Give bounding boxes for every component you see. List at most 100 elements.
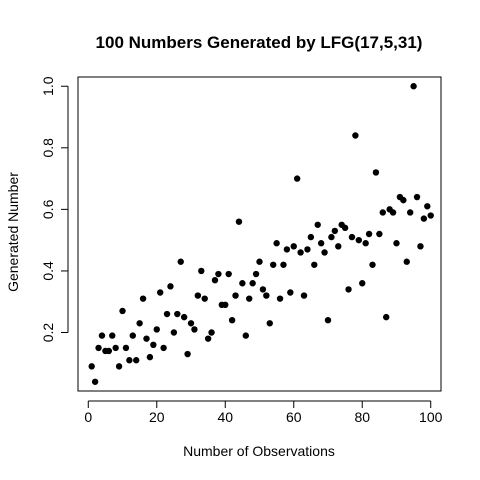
data-point <box>393 240 400 247</box>
data-point <box>280 261 287 268</box>
data-point <box>232 292 239 299</box>
y-tick-label: 0.4 <box>40 261 56 281</box>
data-point <box>160 344 167 352</box>
data-point <box>314 221 321 228</box>
data-point <box>290 243 297 250</box>
y-tick-label: 1.0 <box>40 76 56 96</box>
data-point <box>215 270 222 278</box>
data-point <box>348 233 356 241</box>
data-point <box>269 261 277 268</box>
data-point <box>249 280 256 287</box>
x-tick-label: 20 <box>149 409 165 425</box>
data-point <box>150 341 157 349</box>
data-point <box>410 83 417 90</box>
data-point <box>341 224 349 232</box>
data-point <box>163 310 171 318</box>
data-point <box>345 286 352 293</box>
data-point <box>136 320 143 327</box>
data-point <box>376 230 383 238</box>
data-point <box>317 240 325 247</box>
data-point <box>372 169 380 176</box>
data-point <box>235 218 243 225</box>
y-axis: 0.2 0.4 0.6 0.8 1.0 <box>40 76 69 343</box>
y-tick-label: 0.2 <box>40 323 56 343</box>
data-points <box>88 83 434 385</box>
data-point <box>328 233 335 241</box>
data-point <box>427 212 434 219</box>
x-tick-label: 60 <box>286 409 302 425</box>
data-point <box>413 193 421 201</box>
data-point <box>98 332 106 339</box>
data-point <box>307 233 315 241</box>
data-point <box>256 258 263 265</box>
data-point <box>246 295 253 302</box>
data-point <box>105 347 113 355</box>
data-point <box>355 236 363 244</box>
data-point <box>139 295 147 302</box>
data-point <box>119 307 126 315</box>
data-point <box>335 243 342 250</box>
y-tick-label: 0.6 <box>40 199 56 219</box>
data-point <box>287 289 294 296</box>
data-point <box>228 316 236 324</box>
data-point <box>369 261 376 268</box>
data-point <box>324 316 332 324</box>
data-point <box>276 295 284 302</box>
data-point <box>424 203 431 210</box>
data-point <box>129 332 136 339</box>
data-point <box>225 270 232 278</box>
data-point <box>126 357 133 364</box>
data-point <box>133 357 140 364</box>
data-point <box>359 280 366 287</box>
data-point <box>259 286 267 293</box>
plot-area-frame <box>77 76 442 392</box>
data-point <box>191 326 198 333</box>
data-point <box>167 283 174 290</box>
data-point <box>88 363 95 370</box>
data-point <box>420 215 428 222</box>
data-point <box>112 344 119 352</box>
data-point <box>297 249 304 256</box>
x-axis: 0 20 40 60 80 100 <box>84 400 443 425</box>
data-point <box>156 289 164 296</box>
data-point <box>222 301 229 309</box>
data-point <box>143 335 150 342</box>
data-point <box>417 243 424 250</box>
data-point <box>194 292 202 299</box>
data-point <box>201 295 208 302</box>
data-point <box>365 230 373 238</box>
data-point <box>109 332 116 339</box>
data-point <box>389 209 397 216</box>
data-point <box>311 261 318 268</box>
data-point <box>170 329 178 336</box>
data-point <box>362 240 369 247</box>
data-point <box>242 332 250 339</box>
data-point <box>293 175 301 182</box>
data-point <box>273 240 280 247</box>
data-point <box>239 280 246 287</box>
chart-title: 100 Numbers Generated by LFG(17,5,31) <box>96 33 423 52</box>
data-point <box>115 363 123 370</box>
x-tick-label: 40 <box>217 409 233 425</box>
data-point <box>91 378 99 385</box>
y-tick-label: 0.8 <box>40 138 56 158</box>
data-point <box>304 246 311 253</box>
data-point <box>403 258 410 265</box>
data-point <box>177 258 184 265</box>
x-tick-label: 100 <box>419 409 443 425</box>
data-point <box>95 344 102 352</box>
data-point <box>252 270 260 278</box>
data-point <box>321 249 328 256</box>
data-point <box>300 292 308 299</box>
data-point <box>266 320 273 327</box>
data-point <box>204 335 212 342</box>
data-point <box>383 313 390 321</box>
x-axis-label: Number of Observations <box>183 443 335 459</box>
data-point <box>146 353 154 361</box>
data-point <box>187 320 195 327</box>
data-point <box>379 209 386 216</box>
data-point <box>184 350 191 358</box>
data-point <box>174 310 181 318</box>
x-tick-label: 80 <box>354 409 370 425</box>
